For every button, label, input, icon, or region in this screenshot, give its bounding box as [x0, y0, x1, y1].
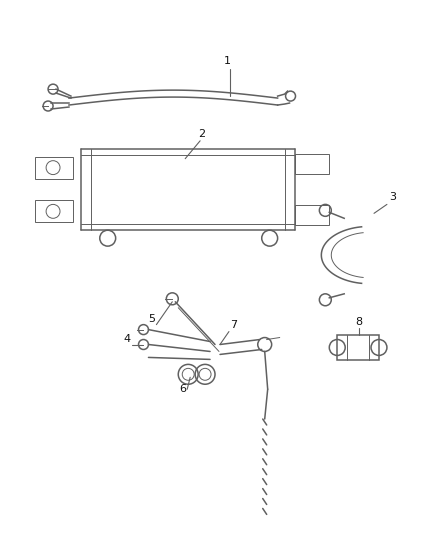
Text: 8: 8: [356, 317, 363, 327]
Text: 2: 2: [198, 129, 206, 139]
Text: 7: 7: [230, 320, 237, 329]
Text: 1: 1: [223, 56, 230, 66]
Text: 3: 3: [389, 192, 396, 203]
Bar: [294, 154, 329, 174]
Bar: [294, 205, 329, 225]
Bar: [35, 157, 73, 179]
Text: 4: 4: [124, 334, 131, 344]
Bar: [35, 200, 73, 222]
Text: 6: 6: [179, 384, 186, 394]
Bar: [337, 335, 379, 360]
Text: 5: 5: [148, 313, 155, 324]
